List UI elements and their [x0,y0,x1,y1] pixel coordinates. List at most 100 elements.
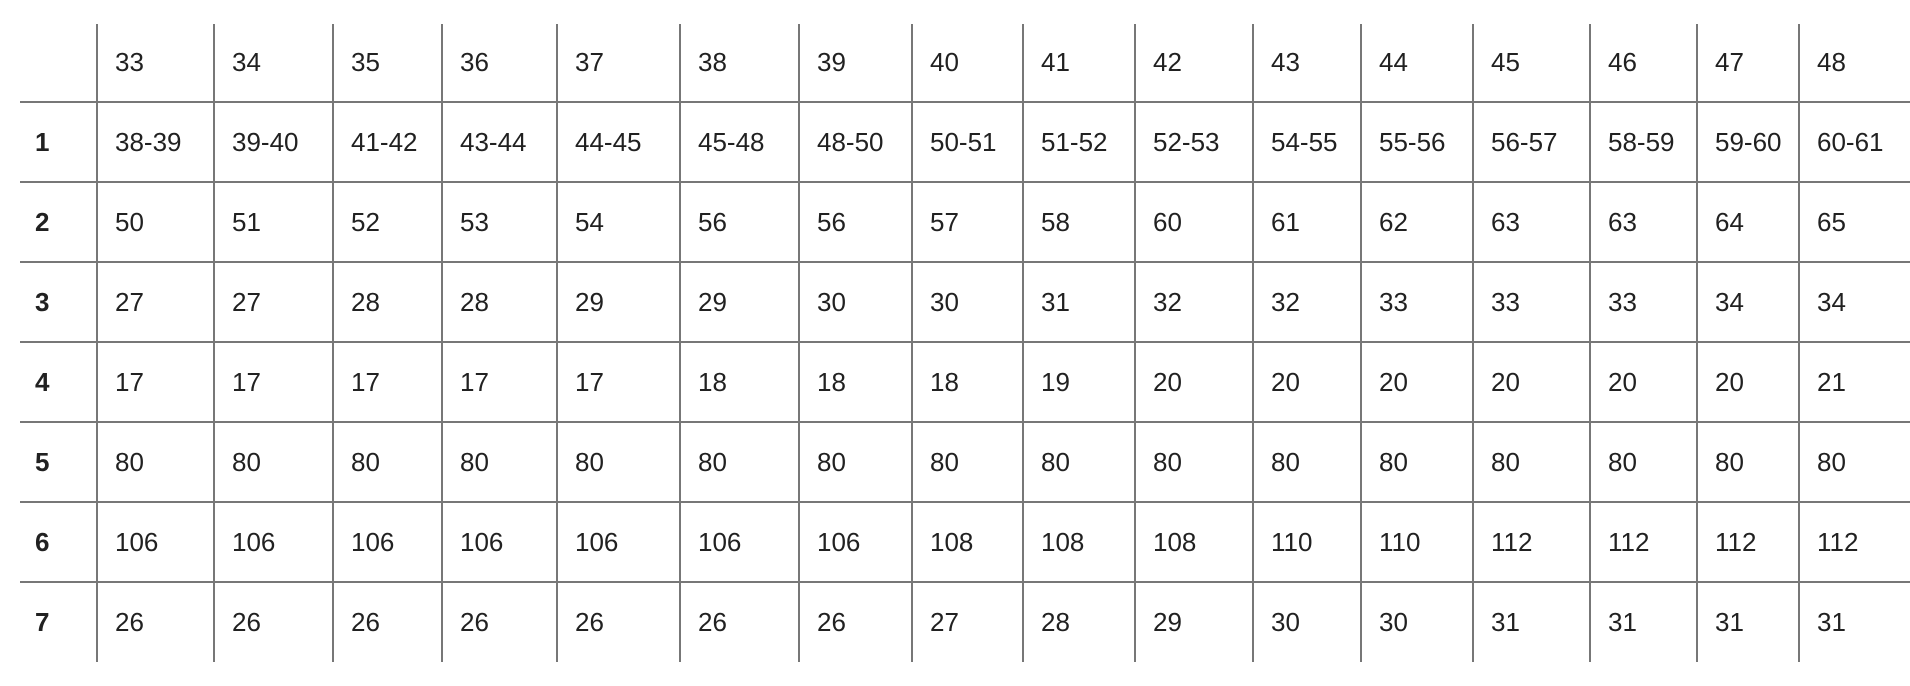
table-cell: 112 [1472,501,1590,582]
table-cell: 56 [798,181,912,262]
table-cell: 106 [679,501,799,582]
table-cell: 19 [1022,341,1135,422]
table-cell: 17 [556,341,680,422]
table-cell: 26 [441,581,557,662]
table-cell: 106 [213,501,333,582]
table-cell: 17 [96,341,214,422]
size-header-cell: 46 [1589,24,1697,102]
table-cell: 30 [1252,581,1361,662]
table-cell: 80 [1360,421,1473,502]
table-cell: 106 [96,501,214,582]
table-cell: 30 [911,261,1023,342]
size-header-cell: 43 [1252,24,1361,102]
table-cell: 44-45 [556,101,680,182]
table-cell: 34 [1798,261,1910,342]
table-cell: 28 [441,261,557,342]
table-cell: 51-52 [1022,101,1135,182]
table-cell: 52-53 [1134,101,1253,182]
table-cell: 106 [798,501,912,582]
table-cell: 26 [332,581,442,662]
table-cell: 108 [1134,501,1253,582]
table-cell: 60 [1134,181,1253,262]
size-header-cell: 47 [1696,24,1799,102]
size-header-cell: 45 [1472,24,1590,102]
table-row: 7 26 26 26 26 26 26 26 27 28 29 30 30 31 31 31 31 [20,581,1910,662]
table-cell: 43-44 [441,101,557,182]
table-cell: 80 [1696,421,1799,502]
table-row: 4 17 17 17 17 17 18 18 18 19 20 20 20 20 20 20 21 [20,341,1910,422]
table-cell: 56 [679,181,799,262]
table-cell: 64 [1696,181,1799,262]
table-cell: 18 [679,341,799,422]
table-cell: 18 [798,341,912,422]
table-cell: 17 [441,341,557,422]
table-cell: 80 [679,421,799,502]
row-label: 1 [20,101,97,182]
size-header-cell: 39 [798,24,912,102]
row-label: 5 [20,421,97,502]
table-cell: 28 [332,261,442,342]
table-cell: 29 [556,261,680,342]
table-cell: 30 [798,261,912,342]
table-cell: 28 [1022,581,1135,662]
table-cell: 31 [1472,581,1590,662]
row-label: 3 [20,261,97,342]
row-label: 7 [20,581,97,662]
table-cell: 34 [1696,261,1799,342]
table-cell: 108 [911,501,1023,582]
table-cell: 26 [213,581,333,662]
table-cell: 20 [1472,341,1590,422]
table-cell: 106 [441,501,557,582]
table-cell: 21 [1798,341,1910,422]
table-cell: 53 [441,181,557,262]
table-cell: 110 [1360,501,1473,582]
table-cell: 41-42 [332,101,442,182]
table-cell: 51 [213,181,333,262]
table-cell: 33 [1472,261,1590,342]
table-row: 6 106 106 106 106 106 106 106 108 108 108 110 110 112… [20,501,1910,582]
table-cell: 30 [1360,581,1473,662]
table-cell: 39-40 [213,101,333,182]
size-header-cell: 33 [96,24,214,102]
table-cell: 26 [798,581,912,662]
table-cell: 27 [213,261,333,342]
row-label: 4 [20,341,97,422]
table-cell: 45-48 [679,101,799,182]
table-cell: 48-50 [798,101,912,182]
table-cell: 20 [1696,341,1799,422]
table-cell: 20 [1360,341,1473,422]
table-cell: 56-57 [1472,101,1590,182]
table-row: 3 27 27 28 28 29 29 30 30 31 32 32 33 33 33 34 34 [20,261,1910,342]
table-cell: 80 [911,421,1023,502]
table-cell: 80 [332,421,442,502]
table-cell: 65 [1798,181,1910,262]
table-cell: 80 [96,421,214,502]
table-cell: 62 [1360,181,1473,262]
table-cell: 80 [1022,421,1135,502]
table-cell: 80 [213,421,333,502]
table-cell: 80 [441,421,557,502]
table-cell: 26 [679,581,799,662]
table-cell: 20 [1589,341,1697,422]
table-cell: 31 [1696,581,1799,662]
table-cell: 106 [332,501,442,582]
table-cell: 31 [1589,581,1697,662]
size-chart-table: 33 34 35 36 37 38 39 40 41 42 43 44 45 46 47 48 1 38-39 39… [20,24,1910,662]
table-cell: 60-61 [1798,101,1910,182]
table-cell: 54-55 [1252,101,1361,182]
table-cell: 58 [1022,181,1135,262]
table-cell: 27 [911,581,1023,662]
table-cell: 58-59 [1589,101,1697,182]
table-cell: 31 [1798,581,1910,662]
size-header-cell: 42 [1134,24,1253,102]
table-cell: 80 [1252,421,1361,502]
size-header-cell: 40 [911,24,1023,102]
size-header-cell: 41 [1022,24,1135,102]
table-cell: 50 [96,181,214,262]
corner-cell [20,24,97,102]
table-cell: 112 [1589,501,1697,582]
table-cell: 32 [1252,261,1361,342]
table-cell: 27 [96,261,214,342]
table-cell: 80 [1134,421,1253,502]
table-cell: 106 [556,501,680,582]
